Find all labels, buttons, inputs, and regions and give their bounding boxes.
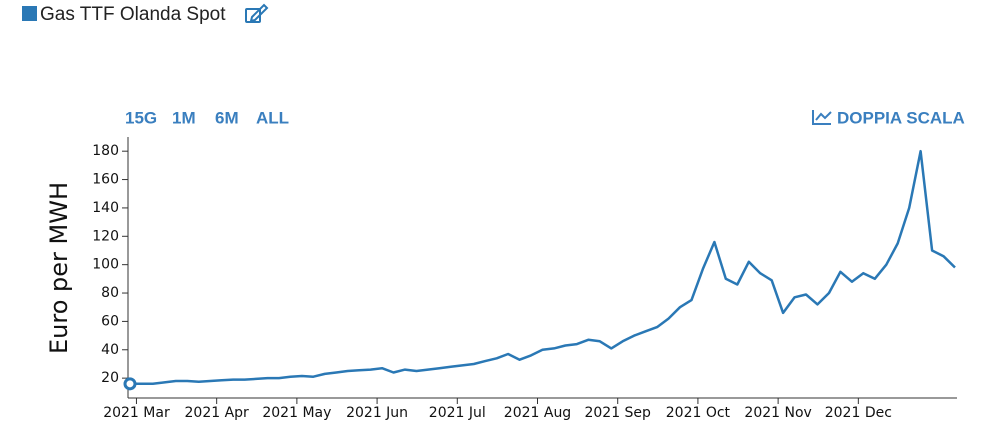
y-tick-label: 80: [101, 285, 119, 301]
y-tick-label: 20: [101, 370, 119, 386]
range-button[interactable]: 15G: [125, 108, 157, 127]
series-line: [130, 149, 956, 386]
y-tick-label: 60: [101, 313, 119, 329]
x-tick-label: 2021 Nov: [744, 405, 811, 421]
y-tick-label: 160: [92, 172, 119, 188]
y-tick-label: 100: [92, 257, 119, 273]
x-tick-label: 2021 Aug: [504, 405, 571, 421]
edit-icon[interactable]: [245, 3, 269, 23]
x-tick-label: 2021 Jul: [429, 405, 486, 421]
range-button[interactable]: ALL: [256, 108, 289, 127]
range-button[interactable]: 6M: [215, 108, 239, 127]
dual-axis-icon[interactable]: [812, 110, 832, 125]
x-tick-label: 2021 Jun: [346, 405, 408, 421]
x-tick-label: 2021 Dec: [825, 405, 892, 421]
range-button[interactable]: 1M: [172, 108, 196, 127]
x-tick-label: 2021 Mar: [103, 405, 170, 421]
y-axis-label: Euro per MWH: [45, 182, 73, 354]
y-tick-label: 120: [92, 228, 119, 244]
x-tick-label: 2021 Sep: [584, 405, 651, 421]
x-tick-label: 2021 Oct: [666, 405, 731, 421]
y-tick-label: 180: [92, 143, 119, 159]
y-tick-label: 140: [92, 200, 119, 216]
legend-label[interactable]: Gas TTF Olanda Spot: [40, 4, 226, 25]
legend-swatch: [22, 6, 37, 21]
dual-axis-button[interactable]: DOPPIA SCALA: [837, 108, 965, 127]
y-tick-label: 40: [101, 342, 119, 358]
hover-marker: [123, 377, 137, 391]
x-tick-label: 2021 Apr: [185, 405, 250, 421]
x-tick-label: 2021 May: [262, 405, 331, 421]
